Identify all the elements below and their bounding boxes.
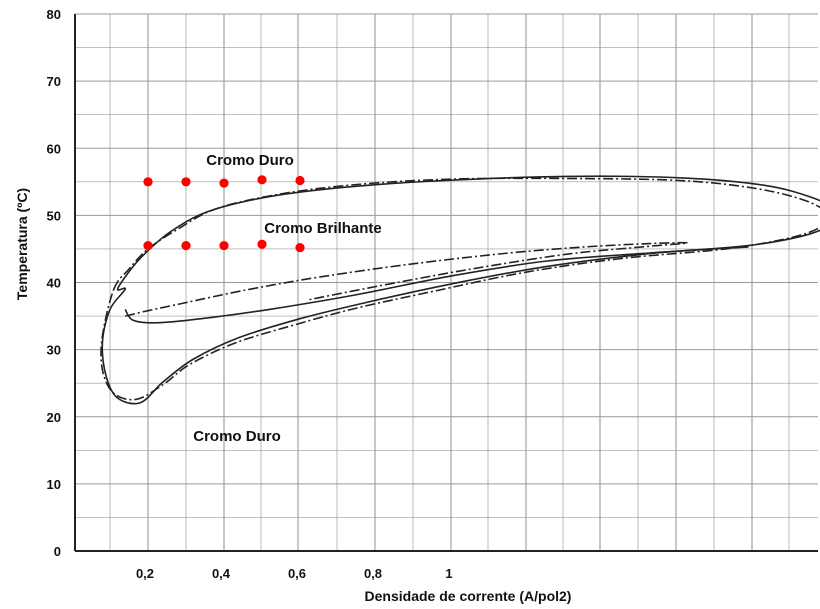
y-axis-title: Temperatura (ºC) <box>14 188 30 300</box>
region-label-cromo-brilhante: Cromo Brilhante <box>264 220 382 237</box>
series-line-1 <box>101 175 820 405</box>
x-tick-label: 0,2 <box>136 566 154 581</box>
data-point <box>181 240 191 251</box>
data-point <box>257 175 267 185</box>
data-point <box>219 178 229 188</box>
data-point <box>219 240 229 251</box>
y-tick-label: 10 <box>47 477 61 492</box>
series-line-3 <box>100 177 820 401</box>
region-label-cromo-duro-bottom: Cromo Duro <box>193 428 281 445</box>
series-line-4 <box>125 241 689 317</box>
data-point <box>257 239 267 249</box>
y-tick-label: 80 <box>47 7 61 22</box>
x-axis-title: Densidade de corrente (A/pol2) <box>365 588 572 604</box>
data-point <box>295 175 305 186</box>
y-tick-label: 60 <box>47 141 61 156</box>
y-tick-label: 20 <box>47 410 61 425</box>
grid <box>75 13 818 552</box>
x-tick-label: 1 <box>445 566 452 581</box>
data-point <box>143 240 153 251</box>
series-layer <box>100 175 820 405</box>
x-tick-label: 0,4 <box>212 566 231 581</box>
data-point <box>181 177 191 187</box>
y-tick-label: 40 <box>47 276 61 291</box>
data-point <box>295 242 305 253</box>
y-tick-label: 70 <box>47 74 61 89</box>
tick-labels: 0 10 20 30 40 50 60 70 80 0,2 0,4 0,6 0,8 1 <box>47 7 453 581</box>
x-tick-label: 0,6 <box>288 566 306 581</box>
points-layer <box>143 175 305 253</box>
y-tick-label: 50 <box>47 208 61 223</box>
axes <box>74 14 818 552</box>
region-label-cromo-duro-top: Cromo Duro <box>206 152 294 169</box>
series-line-2 <box>124 246 749 324</box>
y-tick-label: 30 <box>47 343 61 358</box>
y-tick-label: 0 <box>54 544 61 559</box>
data-point <box>143 177 153 187</box>
x-tick-label: 0,8 <box>364 566 382 581</box>
